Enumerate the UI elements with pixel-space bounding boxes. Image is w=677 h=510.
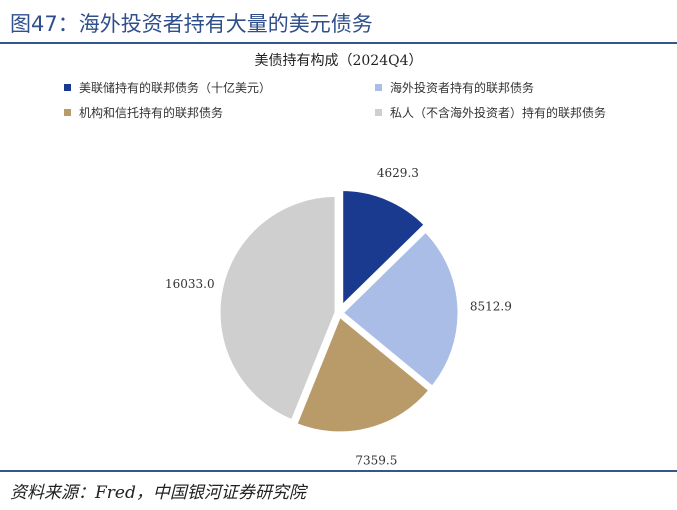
legend-label-private: 私人（不含海外投资者）持有的联邦债务 <box>390 106 607 120</box>
data-label-foreign: 8512.9 <box>470 300 512 314</box>
legend-label-foreign: 海外投资者持有的联邦债务 <box>390 81 535 95</box>
bottom-rule <box>0 470 677 472</box>
legend-item-agency: 机构和信托持有的联邦债务 <box>64 104 223 121</box>
legend-swatch-foreign <box>375 84 382 91</box>
chart-title: 美债持有构成（2024Q4） <box>254 53 423 69</box>
source-note: 资料来源：Fred，中国银河证券研究院 <box>10 483 306 503</box>
data-label-private: 16033.0 <box>165 277 215 291</box>
top-rule <box>0 42 677 44</box>
legend-swatch-agency <box>64 109 71 116</box>
figure-title: 图47：海外投资者持有大量的美元债务 <box>10 12 373 36</box>
pie-slice-foreign <box>339 228 461 390</box>
legend-swatch-private <box>375 109 382 116</box>
data-label-agency: 7359.5 <box>355 453 397 467</box>
pie-slice-private <box>217 193 338 423</box>
pie-slice-agency <box>293 313 433 435</box>
legend-item-fed: 美联储持有的联邦债务（十亿美元） <box>64 79 271 96</box>
legend-label-fed: 美联储持有的联邦债务（十亿美元） <box>79 81 272 95</box>
legend-swatch-fed <box>64 84 71 91</box>
pie-slice-fed <box>340 188 428 311</box>
legend-item-private: 私人（不含海外投资者）持有的联邦债务 <box>375 104 606 121</box>
legend-item-foreign: 海外投资者持有的联邦债务 <box>375 79 534 96</box>
data-label-fed: 4629.3 <box>377 166 419 180</box>
legend-label-agency: 机构和信托持有的联邦债务 <box>79 106 224 120</box>
